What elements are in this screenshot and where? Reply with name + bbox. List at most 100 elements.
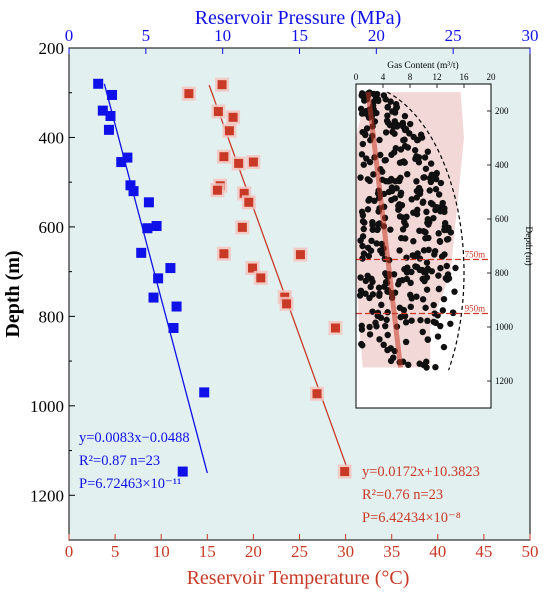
temperature-tick-label: 10 (153, 542, 170, 561)
gas-content-point (359, 255, 366, 262)
pressure-series (93, 78, 210, 477)
gas-content-point (356, 292, 364, 299)
gas-content-point (430, 301, 437, 309)
gas-content-point (370, 171, 377, 178)
inset-lines: 750m 950m (356, 91, 491, 371)
gas-content-point (435, 230, 442, 237)
gas-content-point (369, 291, 377, 298)
gas-content-point (428, 171, 435, 179)
gas-content-point (358, 326, 366, 333)
temperature-point (234, 158, 244, 168)
gas-content-point (423, 286, 431, 293)
depth-tick-label: 400 (39, 128, 65, 147)
gas-content-point (443, 262, 450, 270)
pressure-point (165, 263, 176, 274)
inset-x-title: Gas Content (m³/t) (387, 60, 458, 71)
gas-content-point (402, 235, 409, 242)
depth-axis: 200 400 600 800 1000 1200 (30, 39, 75, 505)
gas-content-point (385, 188, 393, 196)
gas-content-point (445, 235, 452, 243)
gas-content-point (364, 272, 371, 279)
temperature-point (244, 197, 254, 207)
pressure-tick-label: 5 (142, 26, 151, 45)
temperature-point (256, 273, 266, 283)
gas-content-point (452, 264, 459, 272)
gas-content-point (435, 285, 443, 293)
gas-content-point (382, 322, 389, 330)
depth-tick-label: 1200 (30, 486, 64, 505)
gas-content-point (366, 323, 373, 331)
pressure-point (122, 152, 133, 163)
gas-content-point (362, 290, 369, 297)
gas-content-point (436, 238, 444, 245)
temperature-point (295, 250, 305, 260)
gas-content-point (391, 149, 398, 156)
temperature-tick-label: 30 (337, 542, 354, 561)
gas-content-point (419, 296, 427, 303)
gas-content-point (373, 90, 381, 98)
gas-content-point (402, 338, 410, 346)
gas-content-point (407, 303, 414, 311)
gas-content-point (423, 358, 430, 365)
gas-content-point (358, 92, 365, 99)
gas-content-point (432, 363, 439, 371)
gas-content-point (376, 136, 383, 144)
gas-content-point (424, 216, 431, 223)
gas-content-point (380, 92, 388, 99)
temperature-tick-label: 45 (475, 542, 492, 561)
gas-content-point (401, 266, 408, 273)
pressure-point (103, 124, 114, 135)
gas-content-point (364, 206, 372, 213)
gas-content-point (377, 151, 384, 159)
pressure-point (136, 247, 147, 258)
gas-content-point (359, 128, 366, 136)
gas-content-point (393, 185, 400, 192)
temperature-point (213, 107, 223, 117)
temperature-point (184, 89, 194, 99)
gas-content-point (396, 277, 403, 285)
temperature-point (219, 249, 229, 259)
gas-content-point (430, 214, 437, 222)
temperature-fit-p: P=6.42434×10⁻⁸ (362, 510, 461, 526)
gas-content-point (419, 328, 426, 336)
gas-content-point (440, 295, 448, 303)
gas-content-point (427, 160, 435, 167)
gas-content-point (384, 104, 391, 111)
pressure-tick-label: 10 (214, 26, 231, 45)
pressure-point (97, 105, 108, 116)
gas-content-point (424, 317, 431, 325)
temperature-tick-label: 25 (291, 542, 308, 561)
gas-content-point (401, 312, 409, 320)
gas-content-point (414, 206, 421, 214)
gas-content-point (447, 320, 454, 327)
gas-content-point (426, 187, 433, 194)
depth-tick-label: 200 (39, 39, 65, 58)
gas-content-point (422, 165, 430, 172)
gas-content-point (367, 283, 374, 291)
gas-content-point (380, 341, 387, 349)
pressure-tick-label: 15 (291, 26, 308, 45)
gas-content-point (358, 151, 366, 158)
pressure-point (153, 273, 164, 284)
gas-content-point (399, 158, 406, 166)
gas-content-point (378, 301, 385, 309)
inset-axes: 0 4 8 12 16 20 200 400 600 800 1000 1200 (354, 72, 514, 409)
gas-content-point (363, 155, 370, 162)
gas-content-point (396, 304, 404, 311)
inset-envelope-curve (387, 91, 465, 371)
pressure-axis: 0 5 10 15 20 25 30 (65, 26, 539, 54)
inset-reference-label: 950m (465, 304, 486, 314)
pressure-point (177, 466, 188, 477)
gas-content-point (357, 274, 364, 281)
gas-content-point (437, 264, 444, 272)
gas-content-point (406, 130, 413, 137)
gas-content-point (425, 221, 432, 228)
gas-content-point (422, 235, 429, 242)
gas-content-point (423, 208, 430, 216)
gas-content-point (360, 250, 368, 257)
temperature-tick-label: 35 (383, 542, 400, 561)
gas-content-point (359, 212, 367, 219)
gas-content-point (382, 156, 389, 164)
temperature-point (248, 157, 258, 167)
